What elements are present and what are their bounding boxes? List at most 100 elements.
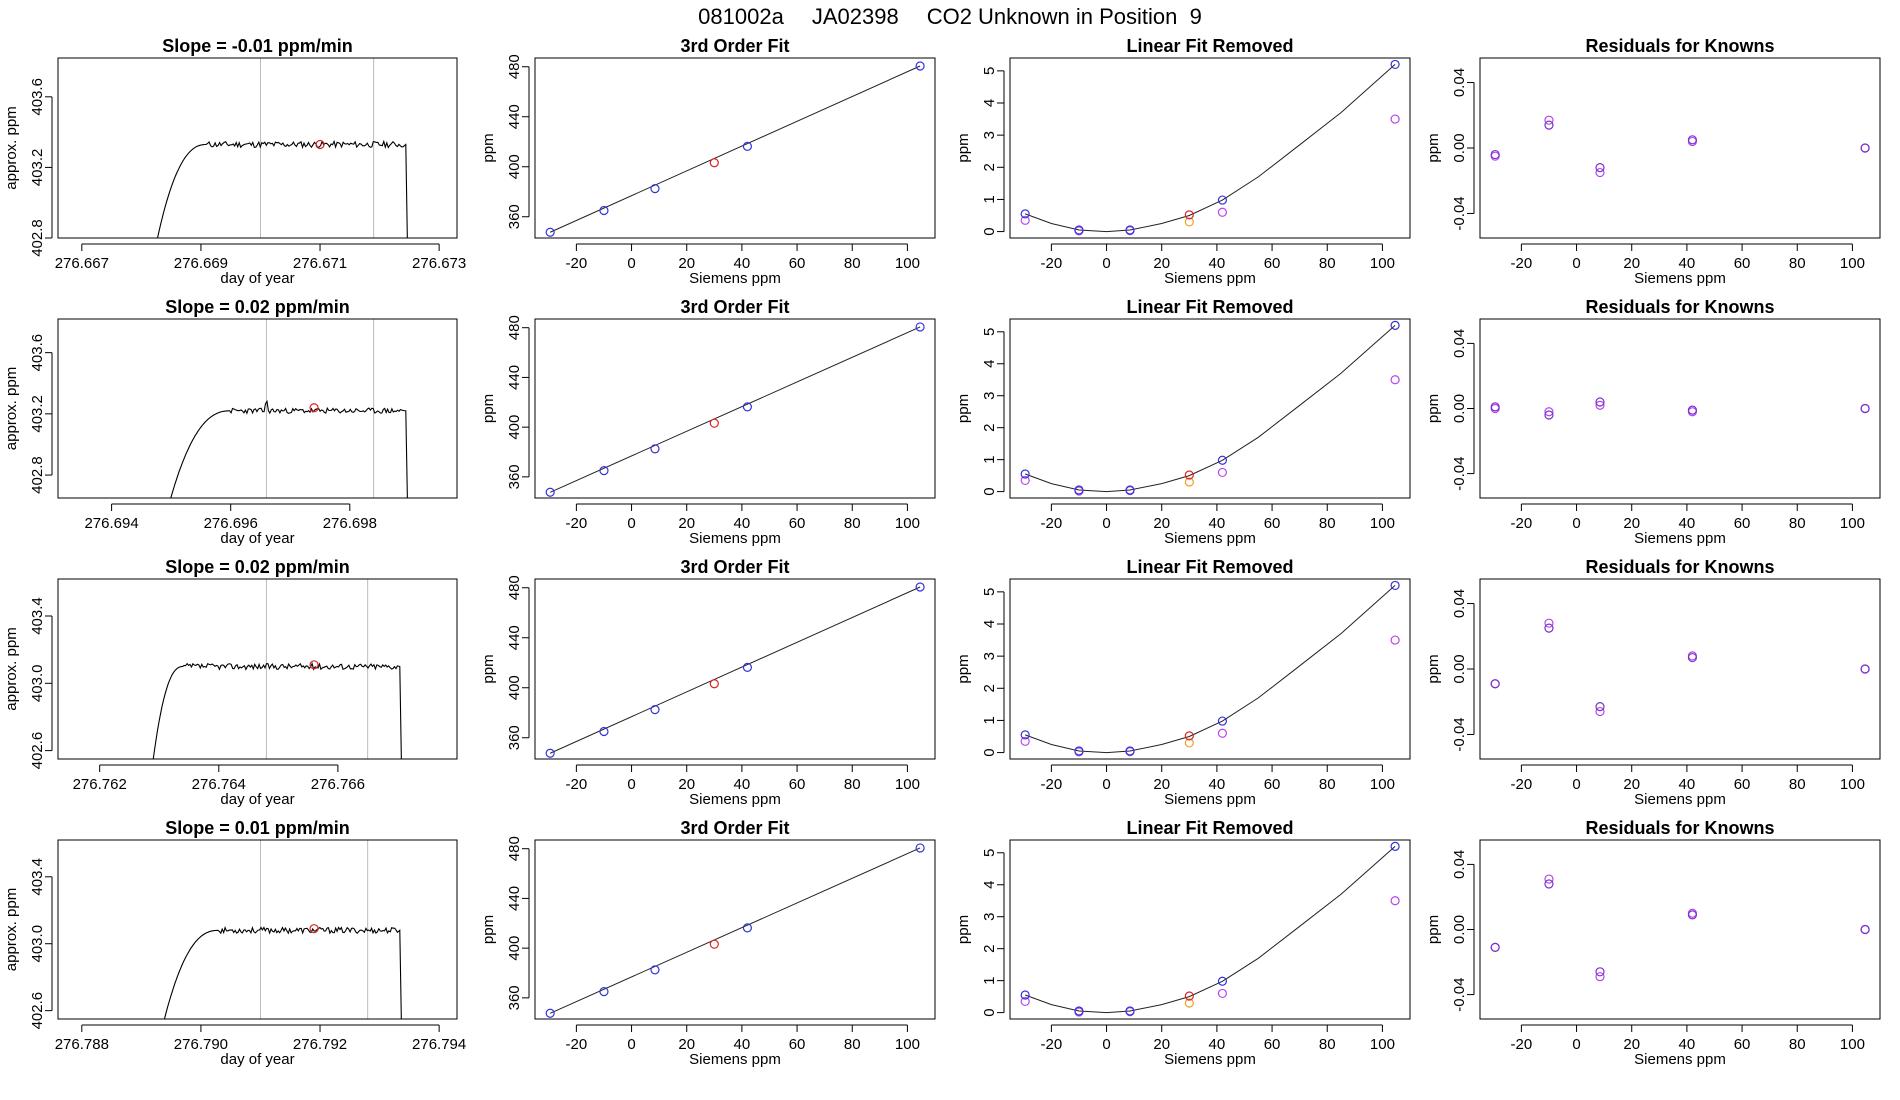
x-tick-label: -20 bbox=[1511, 776, 1533, 793]
known-point-alt bbox=[1390, 635, 1400, 645]
y-tick-label: 2 bbox=[981, 163, 998, 171]
unknown-point-alt bbox=[1184, 998, 1194, 1008]
y-tick-label: 402.8 bbox=[29, 219, 46, 257]
chart-title: 3rd Order Fit bbox=[680, 36, 789, 56]
known-point bbox=[599, 466, 609, 476]
y-tick-label: 2 bbox=[981, 945, 998, 953]
x-tick-label: 276.669 bbox=[174, 255, 228, 272]
unknown-point bbox=[709, 418, 719, 428]
plot-area bbox=[152, 579, 402, 759]
y-tick-label: 3 bbox=[981, 131, 998, 139]
known-point bbox=[650, 184, 660, 194]
y-tick-label: 1 bbox=[981, 716, 998, 724]
x-tick-label: 276.694 bbox=[84, 515, 138, 532]
data-trace bbox=[152, 662, 402, 759]
plot-area bbox=[545, 61, 925, 237]
known-point-alt bbox=[1217, 207, 1228, 217]
x-tick-label: 40 bbox=[734, 1036, 751, 1053]
known-point bbox=[742, 662, 753, 672]
x-tick-label: 20 bbox=[1153, 255, 1170, 272]
y-tick-label: 440 bbox=[506, 104, 523, 129]
known-point bbox=[650, 965, 660, 975]
x-tick-label: 80 bbox=[1789, 515, 1806, 532]
y-tick-label: 0.04 bbox=[1451, 850, 1468, 879]
y-axis-label: ppm bbox=[955, 133, 972, 162]
x-tick-label: 100 bbox=[1840, 255, 1865, 272]
x-tick-label: 40 bbox=[1209, 776, 1226, 793]
x-tick-label: 100 bbox=[1840, 1036, 1865, 1053]
chart-panel-3-0: Residuals for Knowns Siemens ppm ppm -20 0 20… bbox=[1425, 36, 1881, 287]
x-axis-label: day of year bbox=[220, 1051, 294, 1068]
fit-curve bbox=[1025, 325, 1396, 493]
plot-area bbox=[156, 58, 408, 238]
chart-title: Linear Fit Removed bbox=[1126, 818, 1293, 838]
known-point bbox=[1217, 455, 1228, 465]
known-point-alt bbox=[1020, 215, 1030, 225]
known-point bbox=[1687, 652, 1698, 663]
plot-frame bbox=[1479, 318, 1881, 499]
y-axis-label: ppm bbox=[1425, 654, 1442, 683]
known-point bbox=[1595, 397, 1605, 407]
chart-title: Linear Fit Removed bbox=[1126, 557, 1293, 577]
x-tick-label: 276.790 bbox=[174, 1036, 228, 1053]
unknown-point bbox=[315, 139, 325, 150]
y-tick-label: 360 bbox=[506, 985, 523, 1010]
y-axis-label: ppm bbox=[1425, 394, 1442, 423]
unknown-point-alt bbox=[1184, 477, 1194, 487]
y-tick-label: 480 bbox=[506, 575, 523, 600]
x-tick-label: 40 bbox=[1679, 255, 1696, 272]
x-tick-label: 100 bbox=[895, 776, 920, 793]
chart-title: Residuals for Knowns bbox=[1585, 297, 1774, 317]
x-tick-label: 276.792 bbox=[293, 1036, 347, 1053]
known-point-alt bbox=[1020, 736, 1030, 746]
known-point-alt bbox=[1020, 475, 1030, 486]
x-tick-label: 20 bbox=[1153, 1036, 1170, 1053]
y-tick-label: -0.04 bbox=[1451, 456, 1468, 490]
x-tick-label: 80 bbox=[844, 776, 861, 793]
known-point bbox=[1490, 942, 1500, 953]
x-axis-label: Siemens ppm bbox=[1634, 791, 1726, 808]
x-tick-label: 80 bbox=[844, 1036, 861, 1053]
known-point bbox=[1125, 1006, 1135, 1016]
known-point bbox=[650, 705, 660, 715]
known-point bbox=[1595, 163, 1605, 173]
fit-curve bbox=[1025, 64, 1396, 233]
plot-area bbox=[1020, 841, 1400, 1017]
x-tick-label: 20 bbox=[1153, 515, 1170, 532]
unknown-point bbox=[709, 679, 719, 689]
known-point-alt bbox=[1595, 167, 1605, 178]
x-tick-label: -20 bbox=[1511, 255, 1533, 272]
x-tick-label: 0 bbox=[1572, 1036, 1580, 1053]
x-tick-label: 276.696 bbox=[204, 515, 258, 532]
y-tick-label: 360 bbox=[506, 725, 523, 750]
plot-area bbox=[1020, 580, 1400, 757]
known-point bbox=[1687, 405, 1698, 415]
chart-title: Linear Fit Removed bbox=[1126, 297, 1293, 317]
fit-line bbox=[549, 65, 921, 233]
fit-line bbox=[549, 586, 921, 754]
x-tick-label: -20 bbox=[1041, 515, 1063, 532]
x-tick-label: -20 bbox=[566, 776, 588, 793]
known-point bbox=[915, 61, 925, 71]
x-tick-label: 276.764 bbox=[192, 776, 246, 793]
x-tick-label: 80 bbox=[1789, 255, 1806, 272]
unknown-point bbox=[309, 660, 319, 670]
plot-area bbox=[545, 582, 925, 758]
y-tick-label: 5 bbox=[981, 849, 998, 857]
y-tick-label: 0.00 bbox=[1451, 394, 1468, 423]
known-point bbox=[742, 923, 753, 933]
unknown-point bbox=[309, 924, 319, 934]
known-point-alt bbox=[1217, 728, 1228, 738]
x-tick-label: 40 bbox=[1679, 515, 1696, 532]
x-tick-label: 40 bbox=[1209, 1036, 1226, 1053]
x-tick-label: 100 bbox=[1370, 776, 1395, 793]
y-tick-label: 0.04 bbox=[1451, 68, 1468, 97]
plot-area bbox=[1020, 320, 1400, 496]
plot-frame bbox=[1479, 839, 1881, 1020]
y-tick-label: 403.2 bbox=[29, 149, 46, 187]
chart-title: 3rd Order Fit bbox=[680, 297, 789, 317]
y-axis-label: ppm bbox=[955, 915, 972, 944]
known-point-alt bbox=[1390, 114, 1400, 124]
chart-panel-3-2: Residuals for Knowns Siemens ppm ppm -20 0 20… bbox=[1425, 557, 1881, 808]
